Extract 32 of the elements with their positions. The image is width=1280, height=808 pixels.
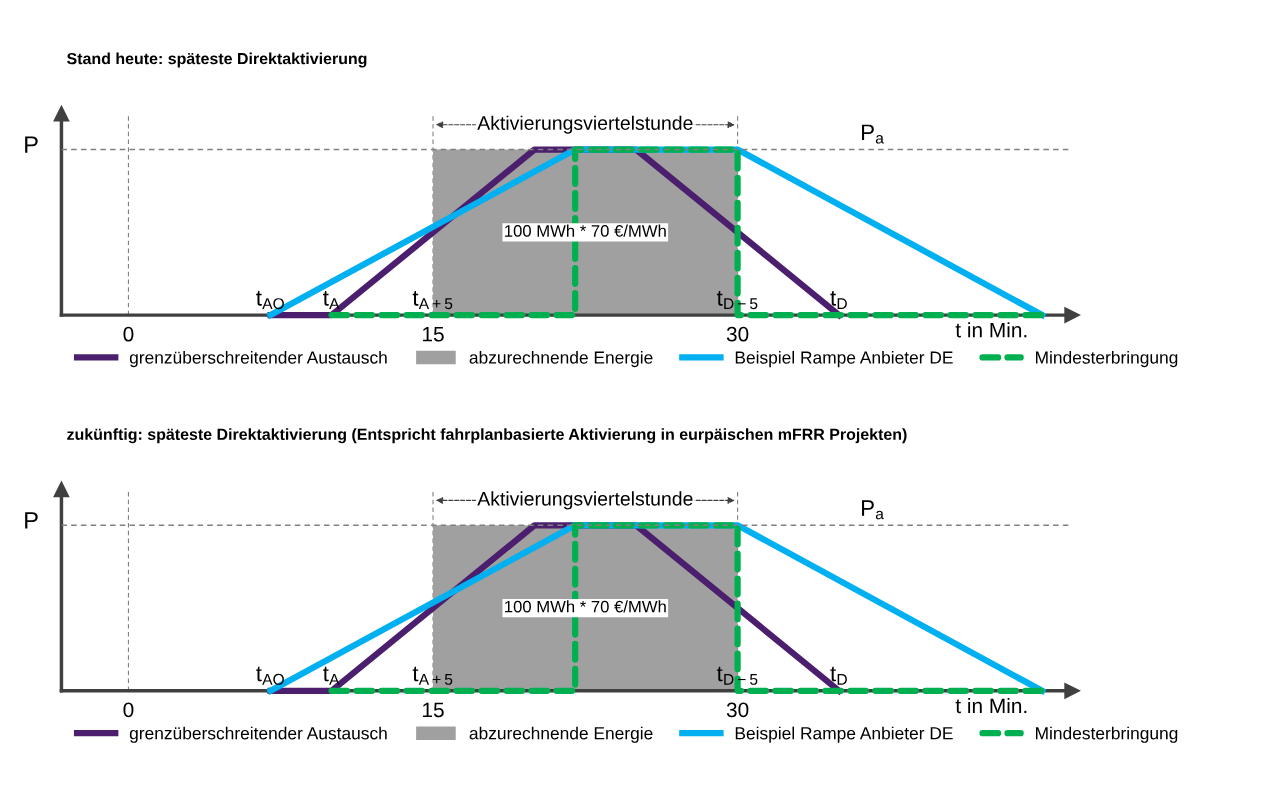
annotation: t$_{A}$: [323, 291, 340, 309]
x-tick-label: 30: [726, 326, 749, 342]
legend-label: grenzüberschreitender Austausch: [129, 726, 387, 743]
y-axis-title: P: [25, 136, 38, 153]
legend-label: grenzüberschreitender Austausch: [129, 350, 387, 368]
x-axis-title: t in Min.: [955, 322, 1027, 338]
x-axis-title: t in Min.: [955, 697, 1027, 714]
x-tick-label: 0: [123, 702, 134, 718]
y-axis-title: P: [25, 512, 38, 529]
chart-title: zukünftig: späteste Direktaktivierung (Entspricht fahrplanbasierte Aktivierung in eurpäischen mFRR Projekten): [67, 428, 907, 444]
ref-line-label: P$_{a}$: [862, 500, 884, 520]
legend-label: abzurechnende Energie: [469, 350, 653, 368]
legend-label: Beispiel Rampe Anbieter DE: [735, 350, 953, 368]
annotation: t$_{A}$: [323, 666, 340, 685]
ref-line-label: P$_{a}$: [862, 124, 884, 144]
annotation: t$_{D}$: [830, 291, 847, 309]
legend-label: Mindesterbringung: [1036, 350, 1178, 368]
chart-title: Stand heute: späteste Direktaktivierung: [67, 52, 367, 68]
x-tick-label: 0: [123, 326, 134, 342]
annotation: 100 MWh * 70 €/MWh: [505, 600, 666, 613]
legend-label: Beispiel Rampe Anbieter DE: [735, 726, 953, 743]
text: Aktivierungsviertelstunde: [477, 491, 693, 510]
x-tick-label: 30: [726, 702, 749, 718]
annotation: t$_{D}$: [830, 666, 847, 685]
text: Aktivierungsviertelstunde: [477, 115, 693, 134]
annotation: 100 MWh * 70 €/MWh: [505, 224, 666, 237]
x-tick-label: 15: [423, 327, 444, 342]
annotation: t$_{AO}$: [256, 291, 284, 310]
legend-label: Mindesterbringung: [1036, 726, 1178, 743]
annotation: t$_{AO}$: [256, 666, 284, 685]
x-tick-label: 15: [423, 702, 444, 718]
legend-label: abzurechnende Energie: [469, 726, 653, 743]
